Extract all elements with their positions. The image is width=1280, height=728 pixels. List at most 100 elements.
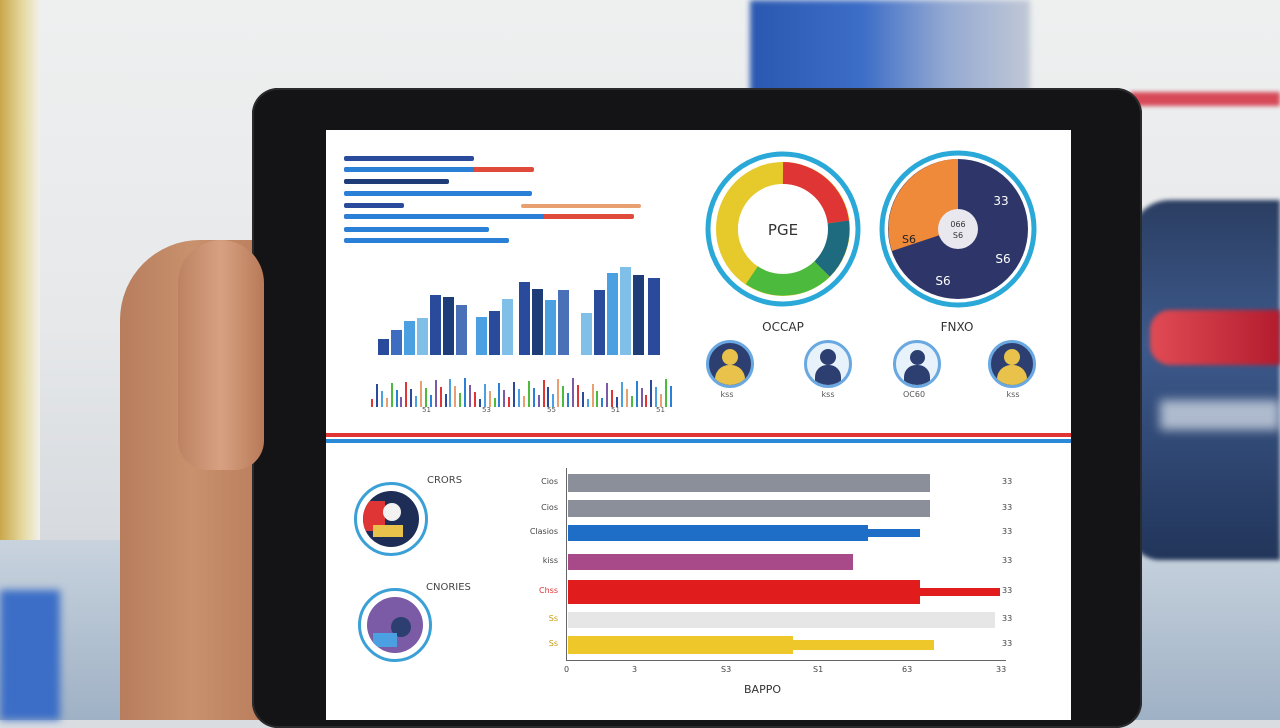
tick-label: 51	[422, 406, 431, 414]
icon-label: kss	[1006, 390, 1020, 399]
mini-tick	[493, 398, 496, 407]
dashboard-screen: 51 53 55 51 51 PGE OCCAP 066 S6 33 S6 S6…	[326, 130, 1071, 720]
icon-label: kss	[720, 390, 734, 399]
mini-tick	[669, 386, 672, 407]
pie-center-text: S6	[953, 231, 963, 240]
icon-label: kss	[821, 390, 835, 399]
mini-tick	[469, 385, 471, 407]
x-axis-label: BAPPO	[744, 683, 781, 696]
mini-tick	[429, 395, 432, 407]
column-bar	[430, 295, 441, 355]
bar	[568, 525, 868, 541]
mini-tick	[449, 379, 452, 407]
donut-caption: OCCAP	[762, 320, 804, 334]
mini-tick	[576, 385, 579, 407]
mini-tick	[655, 387, 658, 407]
mini-tick	[660, 394, 663, 407]
bar-value-label: 33	[1002, 527, 1013, 536]
background-car	[1130, 200, 1280, 560]
mini-tick	[650, 380, 653, 407]
mini-tick	[601, 398, 604, 407]
donut-center-text: PGE	[768, 221, 798, 239]
hbar	[344, 156, 474, 161]
mini-tick	[542, 380, 545, 407]
pie-caption: FNXO	[940, 320, 974, 334]
bar-value-label: 33	[1002, 556, 1013, 565]
tick-label: 51	[656, 406, 665, 414]
hbar	[344, 179, 449, 184]
bar-category-label: Clasios	[529, 527, 558, 536]
column-bar	[558, 290, 569, 355]
hbar	[344, 191, 532, 196]
person-avatar-icon	[358, 588, 432, 662]
column-bar	[594, 290, 605, 355]
pie-label: S6	[935, 274, 950, 288]
background-car-taillight	[1150, 310, 1280, 365]
mini-tick	[557, 379, 560, 407]
mini-tick	[478, 399, 481, 407]
bar	[568, 636, 793, 654]
chart-x-axis	[566, 660, 1006, 661]
column-bar	[581, 313, 592, 355]
column-chart	[376, 258, 676, 355]
tick-label: 55	[547, 406, 556, 414]
mini-tick	[371, 399, 373, 407]
bar-category-label: Cios	[541, 477, 558, 486]
mini-tick	[488, 391, 491, 407]
column-bar	[620, 267, 631, 355]
bar-category-label: Chss	[539, 586, 558, 595]
column-bar	[378, 339, 389, 355]
column-bar	[391, 330, 402, 355]
x-tick: 0	[564, 665, 570, 674]
mini-tick	[606, 383, 609, 407]
mini-tick	[567, 393, 569, 407]
background-red-rail	[1130, 92, 1280, 106]
mini-tick	[375, 384, 378, 407]
chart-y-axis	[566, 468, 567, 660]
mini-tick	[454, 386, 457, 407]
bar-category-label: Ss	[548, 614, 558, 623]
column-bar	[443, 297, 454, 355]
mini-tick	[385, 398, 388, 407]
hbar	[344, 214, 544, 219]
side-label: CRORS	[427, 475, 463, 486]
mini-tick	[562, 386, 565, 407]
column-bar	[648, 278, 660, 355]
tick-label: 53	[482, 406, 491, 414]
side-label: CNORIES	[426, 582, 471, 593]
x-tick: S3	[721, 665, 732, 674]
pie-label: S6	[902, 233, 916, 246]
mini-tick	[444, 394, 447, 407]
column-bar	[545, 300, 556, 355]
x-tick: 3	[632, 665, 638, 674]
column-bar	[519, 282, 530, 355]
bar-value-label: 33	[1002, 502, 1013, 512]
pie-gauge: 066 S6 33 S6 S6 S6	[879, 150, 1037, 308]
thumb	[178, 240, 264, 470]
bar	[568, 580, 920, 604]
mini-tick	[503, 390, 506, 407]
mini-tick	[537, 395, 540, 407]
mini-tick	[380, 391, 383, 407]
hbar	[344, 238, 509, 243]
person-icon	[988, 340, 1036, 388]
mini-tick	[415, 396, 418, 407]
background-blue-machine	[750, 0, 1030, 95]
mini-tick	[410, 389, 413, 407]
hbar	[344, 167, 474, 172]
mini-tick	[581, 392, 584, 407]
mini-tick	[498, 383, 501, 407]
pie-center-text: 066	[950, 220, 965, 229]
bar	[568, 554, 853, 570]
bar	[568, 500, 930, 517]
hbar	[521, 204, 641, 208]
mini-tick	[645, 395, 648, 407]
mini-tick-chart	[371, 372, 676, 407]
mini-tick	[400, 397, 403, 407]
column-bar	[633, 275, 644, 355]
pie-label: 33	[993, 194, 1008, 208]
mini-tick	[434, 380, 437, 407]
mini-tick	[625, 389, 628, 407]
mini-tick	[611, 390, 614, 407]
mini-tick	[532, 388, 535, 407]
